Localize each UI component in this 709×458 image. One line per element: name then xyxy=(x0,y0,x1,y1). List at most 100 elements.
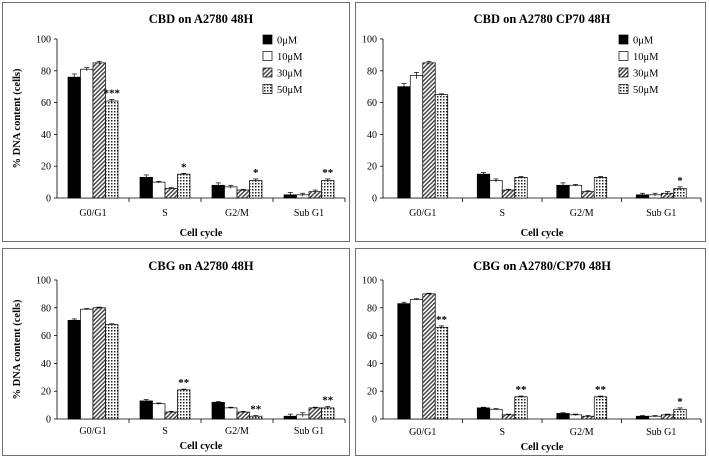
bar-g0-g1-0um xyxy=(397,86,411,199)
legend-swatch-10um xyxy=(262,51,273,61)
x-axis-title: Cell cycle xyxy=(521,442,564,453)
bar-g2-m-30um xyxy=(581,191,595,199)
bar-sub-g1-50um xyxy=(673,408,687,420)
bar-sub-g1-50um xyxy=(321,407,335,420)
bar-s-50um xyxy=(514,396,528,420)
category-label-sub-g1: Sub G1 xyxy=(294,426,324,437)
y-tick-label: 80 xyxy=(367,66,377,77)
y-tick-label: 80 xyxy=(367,303,377,314)
category-label-g0-g1: G0/G1 xyxy=(409,208,436,219)
legend: 0μM 10μM 30μM 50μM xyxy=(262,34,303,96)
bar-s-30um xyxy=(164,411,178,420)
category-label-s: S xyxy=(499,427,505,438)
legend-swatch-10um xyxy=(618,51,629,61)
bar-g0-g1-0um xyxy=(67,319,81,420)
category-label-sub-g1: Sub G1 xyxy=(646,208,676,219)
bar-g2-m-30um xyxy=(236,189,250,199)
bar-g2-m-50um xyxy=(593,396,608,420)
bar-g2-m-10um xyxy=(568,184,583,199)
legend-label-50um: 50μM xyxy=(277,85,303,96)
y-tick-label: 40 xyxy=(41,130,51,141)
legend-label-30um: 30μM xyxy=(633,69,659,80)
y-tick-label: 60 xyxy=(41,98,51,109)
significance-g0-g1: *** xyxy=(104,87,121,99)
category-label-g2-m: G2/M xyxy=(225,426,249,437)
bar-g2-m-10um xyxy=(224,186,238,199)
bar-g2-m-50um xyxy=(593,176,608,199)
bar-s-10um xyxy=(152,181,166,199)
chart-title: CBD on A2780 48H xyxy=(149,12,254,26)
y-tick-label: 100 xyxy=(362,276,377,287)
chart-svg: CBD on A2780 48H020406080100G0/G1***S*G2… xyxy=(12,12,346,239)
significance-sub-g1: * xyxy=(677,396,683,408)
y-axis-title: % DNA content (cells) xyxy=(12,299,23,400)
bar-g2-m-10um xyxy=(224,407,238,420)
y-tick-label: 20 xyxy=(41,162,51,173)
y-tick-label: 60 xyxy=(367,98,377,109)
significance-g2-m: ** xyxy=(250,404,262,416)
chart-title: CBD on A2780 CP70 48H xyxy=(474,12,611,26)
bar-s-0um xyxy=(139,176,153,199)
y-tick-label: 60 xyxy=(367,331,377,342)
bar-s-50um xyxy=(177,389,191,420)
chart-svg: CBG on A2780/CP70 48H020406080100G0/G1**… xyxy=(362,259,702,453)
significance-g2-m: ** xyxy=(595,384,607,396)
bar-s-50um xyxy=(177,173,191,199)
x-axis-title: Cell cycle xyxy=(521,228,564,239)
bar-g2-m-50um xyxy=(249,180,263,199)
bar-g2-m-0um xyxy=(211,401,225,420)
bar-g0-g1-50um xyxy=(105,324,119,420)
y-tick-label: 20 xyxy=(41,387,51,398)
x-axis-title: Cell cycle xyxy=(180,228,223,239)
bar-s-10um xyxy=(152,403,166,420)
bar-g0-g1-0um xyxy=(67,76,81,199)
y-tick-label: 0 xyxy=(46,415,51,426)
y-tick-label: 80 xyxy=(41,66,51,77)
bar-g0-g1-50um xyxy=(105,100,119,199)
category-label-sub-g1: Sub G1 xyxy=(646,427,676,438)
significance-sub-g1: ** xyxy=(322,167,334,179)
legend-label-30um: 30μM xyxy=(277,69,303,80)
category-label-g0-g1: G0/G1 xyxy=(79,208,106,219)
chart-panel-cbg-a2780-cp70: CBG on A2780/CP70 48H 0 20 40 60 80 100 G0/G1 **… xyxy=(355,248,706,456)
y-tick-label: 60 xyxy=(41,331,51,342)
bar-s-10um xyxy=(489,180,503,199)
y-tick-label: 0 xyxy=(372,415,377,426)
bar-g0-g1-0um xyxy=(397,303,411,420)
significance-s: * xyxy=(181,161,187,173)
legend-label-0um: 0μM xyxy=(633,36,654,47)
legend-label-10um: 10μM xyxy=(277,52,303,63)
bar-sub-g1-50um xyxy=(321,180,335,199)
bar-sub-g1-30um xyxy=(308,407,322,420)
category-label-g0-g1: G0/G1 xyxy=(409,427,436,438)
bar-g0-g1-10um xyxy=(80,308,94,420)
legend-swatch-50um xyxy=(262,84,273,94)
bar-s-10um xyxy=(489,408,503,420)
category-label-sub-g1: Sub G1 xyxy=(294,208,324,219)
y-tick-label: 40 xyxy=(367,359,377,370)
y-tick-label: 40 xyxy=(367,130,377,141)
bar-g0-g1-50um xyxy=(434,94,449,199)
significance-s: ** xyxy=(178,377,190,389)
y-tick-label: 0 xyxy=(372,194,377,205)
significance-g2-m: * xyxy=(253,167,259,179)
chart-title: CBG on A2780 48H xyxy=(148,259,254,273)
significance-g0-g1: ** xyxy=(436,314,448,326)
bar-g0-g1-10um xyxy=(409,299,424,420)
y-tick-label: 0 xyxy=(46,194,51,205)
bar-s-30um xyxy=(501,189,516,199)
legend-swatch-0um xyxy=(262,34,273,45)
category-label-s: S xyxy=(499,208,505,219)
bar-s-0um xyxy=(139,400,153,420)
legend-label-0um: 0μM xyxy=(277,36,298,47)
bar-g0-g1-30um xyxy=(422,293,436,420)
y-tick-label: 100 xyxy=(36,35,51,46)
y-tick-label: 20 xyxy=(367,387,377,398)
bar-g0-g1-30um xyxy=(92,307,106,420)
chart-panel-cbg-a2780: CBG on A2780 48H 0 20 40 60 80 100 G0/G1 S ** G2/M… xyxy=(2,248,350,456)
y-axis-title: % DNA content (cells) xyxy=(12,68,23,169)
bar-g2-m-30um xyxy=(236,411,250,420)
chart-title: CBG on A2780/CP70 48H xyxy=(473,259,611,273)
chart-svg: CBD on A2780 CP70 48H 0 20 40 60 80 100 G0/G1 S G… xyxy=(362,12,702,239)
